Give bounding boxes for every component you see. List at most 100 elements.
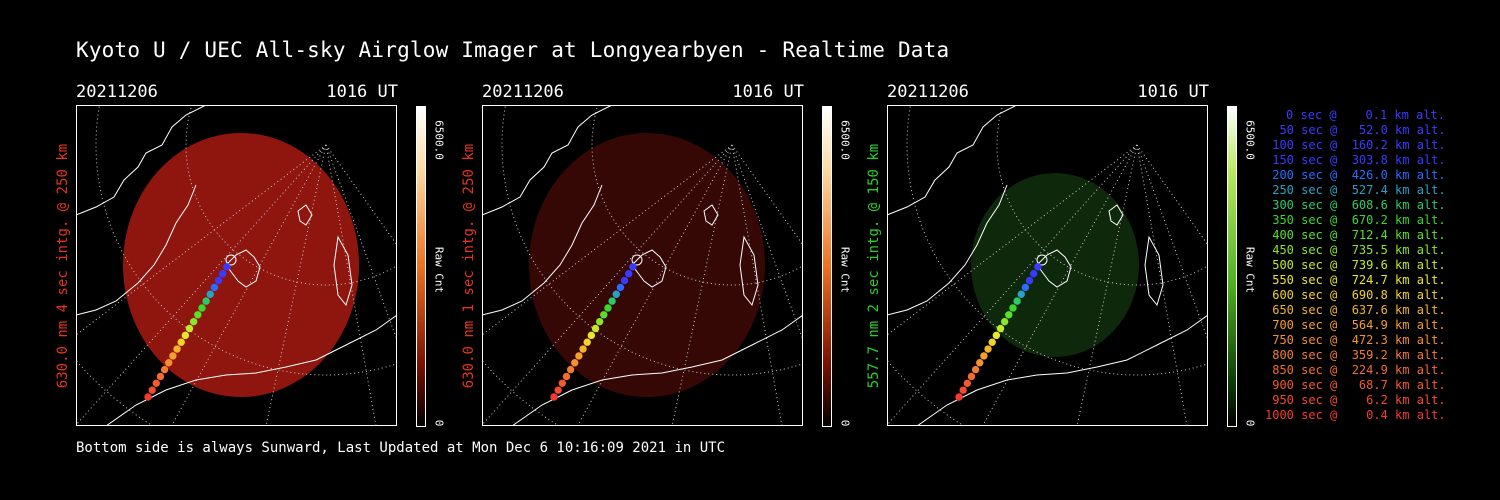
trajectory-point [971, 365, 980, 374]
trajectory-point [219, 270, 227, 278]
colorbar [822, 106, 832, 427]
legend-entry: 200 sec @ 426.0 km alt. [1265, 168, 1446, 182]
colorbar-unit-label: Raw Cnt [838, 240, 852, 300]
trajectory-point [214, 276, 223, 285]
colorbar-max-label: 6500.0 [1243, 110, 1257, 170]
colorbar-unit-label: Raw Cnt [432, 240, 446, 300]
trajectory-point [185, 324, 194, 333]
trajectory-point [591, 324, 600, 333]
coastline-island [703, 204, 719, 226]
coastline-island [1144, 235, 1164, 307]
trajectory-point [558, 379, 567, 387]
meridian-line [1136, 144, 1208, 341]
trajectory-point [173, 345, 181, 353]
colorbar-min-label: 0 [1243, 416, 1257, 430]
legend-entry: 850 sec @ 224.9 km alt. [1265, 363, 1446, 377]
trajectory-point [223, 263, 231, 271]
trajectory-point [587, 331, 596, 340]
trajectory-point [1009, 304, 1017, 312]
coastline [76, 184, 197, 316]
trajectory-point [1005, 311, 1013, 319]
imager-panel-2: 20211206 1016 UT 630.0 nm 1 sec intg. @ … [461, 80, 882, 430]
panel-date: 20211206 [76, 82, 158, 102]
trajectory-point [575, 352, 583, 360]
panel-time: 1016 UT [1137, 82, 1209, 102]
coastline [511, 314, 803, 426]
allsky-map [482, 105, 803, 426]
trajectory-point [225, 254, 237, 266]
meridian-line [482, 144, 733, 336]
trajectory-point [194, 311, 202, 319]
panel-date: 20211206 [482, 82, 564, 102]
trajectory-point [156, 372, 165, 381]
coastline-svalbard [1036, 249, 1072, 288]
legend-entry: 150 sec @ 303.8 km alt. [1265, 153, 1446, 167]
colorbar-max-label: 6500.0 [838, 110, 852, 170]
side-label-text: 630.0 nm 1 sec intg. @ 250 km [461, 143, 477, 388]
coastline [105, 314, 397, 426]
colorbar-unit-label: Raw Cnt [1243, 240, 1257, 300]
allsky-map [887, 105, 1208, 426]
trajectory-point [976, 359, 984, 367]
trajectory-point [148, 386, 156, 394]
coastline [916, 314, 1208, 426]
coastline-island [333, 235, 353, 307]
trajectory-point [210, 283, 219, 292]
panel-side-label: 557.7 nm 2 sec intg. @ 150 km [865, 105, 883, 426]
trajectory-point [963, 379, 972, 387]
panel-side-label: 630.0 nm 4 sec intg. @ 250 km [54, 105, 72, 426]
trajectory-point [625, 270, 633, 278]
colorbar [416, 106, 426, 427]
trajectory-point [616, 283, 625, 292]
colorbar-min-label: 0 [432, 416, 446, 430]
coastline-island [1108, 204, 1124, 226]
panel-time: 1016 UT [326, 82, 398, 102]
legend-entry: 800 sec @ 359.2 km alt. [1265, 348, 1446, 362]
airglow-image [971, 173, 1139, 357]
legend-entry: 750 sec @ 472.3 km alt. [1265, 333, 1446, 347]
meridian-line [731, 144, 803, 246]
cbar-max-text: 6500.0 [432, 120, 446, 160]
trajectory-point [955, 393, 963, 401]
side-label-text: 630.0 nm 4 sec intg. @ 250 km [55, 143, 71, 388]
meridian-line [76, 144, 327, 426]
legend-entry: 500 sec @ 739.6 km alt. [1265, 258, 1446, 272]
legend-entry: 0 sec @ 0.1 km alt. [1278, 108, 1445, 122]
trajectory-point [583, 338, 591, 346]
trajectory-point [620, 276, 629, 285]
cbar-max-text: 6500.0 [1243, 120, 1257, 160]
legend-entry: 400 sec @ 712.4 km alt. [1265, 228, 1446, 242]
meridian-line [731, 144, 803, 341]
allsky-map [76, 105, 397, 426]
panel-time: 1016 UT [732, 82, 804, 102]
colorbar-max-label: 6500.0 [432, 110, 446, 170]
meridian-line [325, 144, 397, 246]
trajectory-point [198, 304, 206, 312]
trajectory-point [1000, 317, 1009, 326]
trajectory-point [996, 324, 1005, 333]
legend-entry: 1000 sec @ 0.4 km alt. [1265, 408, 1446, 422]
trajectory-point [1025, 276, 1034, 285]
trajectory-point [571, 359, 579, 367]
trajectory-point [1030, 270, 1038, 278]
cbar-unit-text: Raw Cnt [432, 246, 446, 294]
trajectory-point [152, 379, 161, 387]
coastline [887, 105, 1018, 216]
trajectory-point [967, 372, 976, 381]
cbar-unit-text: Raw Cnt [1243, 246, 1257, 294]
trajectory-point [550, 393, 558, 401]
trajectory-point [608, 297, 616, 305]
trajectory-point [1034, 263, 1042, 271]
meridian-line [76, 144, 327, 336]
coastline-island [297, 204, 313, 226]
trajectory-point [631, 254, 643, 266]
trajectory-point [612, 290, 620, 298]
legend-entry: 450 sec @ 735.5 km alt. [1265, 243, 1446, 257]
trajectory-point [206, 290, 214, 298]
meridian-line [325, 144, 397, 341]
trajectory-point [144, 393, 152, 401]
trajectory-point [1021, 283, 1030, 292]
imager-panel-3: 20211206 1016 UT 557.7 nm 2 sec intg. @ … [866, 80, 1287, 430]
trajectory-point [579, 345, 587, 353]
trajectory-point [980, 352, 988, 360]
